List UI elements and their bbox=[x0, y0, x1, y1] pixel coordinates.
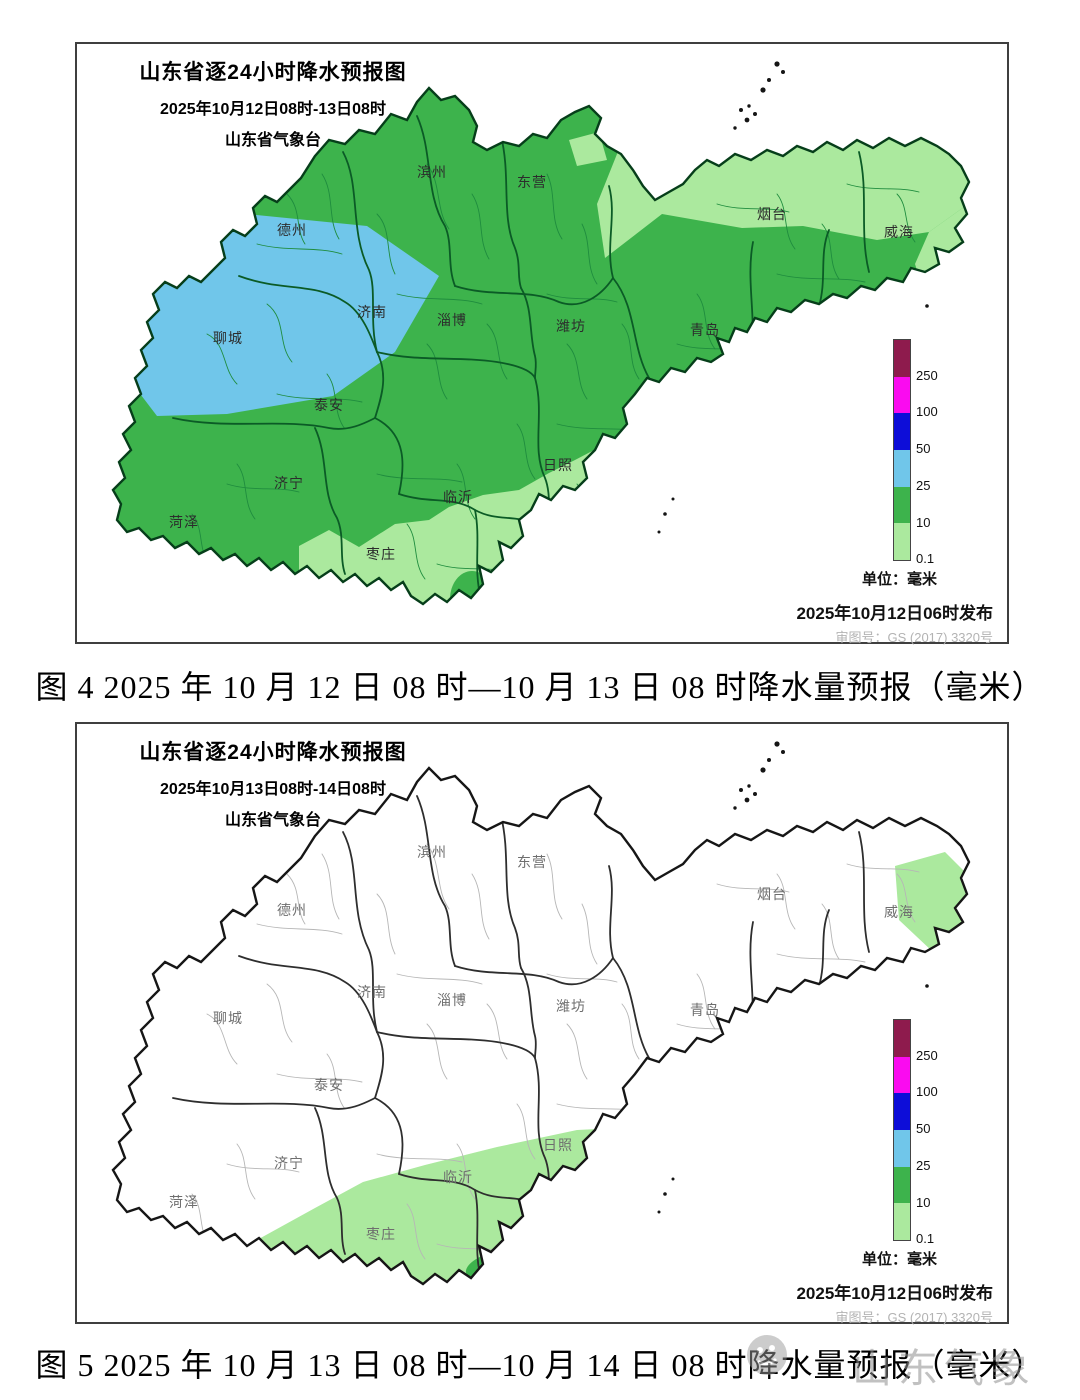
legend-seg-50-100 bbox=[894, 1093, 910, 1131]
legend-value: 10 bbox=[916, 515, 931, 530]
map-title: 山东省逐24小时降水预报图 bbox=[139, 741, 407, 764]
city-label-zibo: 淄博 bbox=[437, 992, 467, 1008]
legend-seg-50-100 bbox=[894, 413, 910, 451]
city-label-jinan: 济南 bbox=[357, 304, 387, 320]
legend-value: 250 bbox=[916, 1048, 938, 1063]
legend-value: 50 bbox=[916, 1121, 931, 1136]
legend-value: 10 bbox=[916, 1195, 931, 1210]
city-label-liaocheng: 聊城 bbox=[213, 1010, 243, 1026]
city-label-qingdao: 青岛 bbox=[690, 1002, 720, 1018]
legend-seg-10-25 bbox=[894, 1166, 910, 1204]
legend-value: 0.1 bbox=[916, 551, 935, 566]
city-label-dezhou: 德州 bbox=[277, 222, 307, 238]
city-label-heze: 菏泽 bbox=[169, 1194, 199, 1210]
legend-unit: 单位：毫米 bbox=[862, 1251, 938, 1268]
city-label-yantai: 烟台 bbox=[757, 206, 787, 222]
city-label-jining: 济宁 bbox=[274, 475, 304, 491]
city-label-rizhao: 日照 bbox=[543, 457, 573, 473]
city-label-zaozhuang: 枣庄 bbox=[366, 546, 396, 562]
issue-info: 2025年10月12日06时发布 审图号：GS (2017) 3320号 bbox=[796, 1279, 993, 1326]
city-label-linyi: 临沂 bbox=[443, 489, 473, 505]
legend-value: 100 bbox=[916, 404, 938, 419]
city-label-taian: 泰安 bbox=[314, 397, 344, 413]
legend-value: 50 bbox=[916, 441, 931, 456]
legend-unit: 单位：毫米 bbox=[862, 571, 938, 588]
legend-value: 25 bbox=[916, 478, 931, 493]
city-label-weihai: 威海 bbox=[884, 904, 914, 920]
legend-color-bar bbox=[893, 339, 911, 561]
legend-seg-25-50 bbox=[894, 1130, 910, 1167]
city-label-dongying: 东营 bbox=[517, 854, 547, 870]
legend-seg-100-250 bbox=[894, 376, 910, 414]
city-label-linyi: 临沂 bbox=[443, 1169, 473, 1185]
city-label-weihai: 威海 bbox=[884, 224, 914, 240]
map-license-number: 审图号：GS (2017) 3320号 bbox=[835, 1310, 993, 1325]
map-title-block: 山东省逐24小时降水预报图 2025年10月12日08时-13日08时 山东省气… bbox=[105, 56, 441, 150]
legend-value: 100 bbox=[916, 1084, 938, 1099]
city-label-taian: 泰安 bbox=[314, 1077, 344, 1093]
city-label-jinan: 济南 bbox=[357, 984, 387, 1000]
legend-seg-0.1-10 bbox=[894, 1203, 910, 1241]
legend-color-bar bbox=[893, 1019, 911, 1241]
city-label-zaozhuang: 枣庄 bbox=[366, 1226, 396, 1242]
city-label-jining: 济宁 bbox=[274, 1155, 304, 1171]
precip-legend: 250 100 50 25 10 0.1 单位：毫米 bbox=[862, 1019, 938, 1268]
city-label-binzhou: 滨州 bbox=[417, 844, 447, 860]
city-label-liaocheng: 聊城 bbox=[213, 330, 243, 346]
issue-time: 2025年10月12日06时发布 bbox=[796, 1284, 993, 1303]
legend-seg-250plus bbox=[894, 340, 910, 377]
legend-seg-250plus bbox=[894, 1020, 910, 1057]
legend-seg-100-250 bbox=[894, 1056, 910, 1094]
city-label-heze: 菏泽 bbox=[169, 514, 199, 530]
figure-caption-5: 图 5 2025 年 10 月 13 日 08 时—10 月 14 日 08 时… bbox=[35, 1347, 1045, 1383]
city-label-dezhou: 德州 bbox=[277, 902, 307, 918]
city-label-weifang: 潍坊 bbox=[556, 318, 586, 334]
figure-caption-4: 图 4 2025 年 10 月 12 日 08 时—10 月 13 日 08 时… bbox=[35, 669, 1045, 705]
city-label-dongying: 东营 bbox=[517, 174, 547, 190]
city-label-binzhou: 滨州 bbox=[417, 164, 447, 180]
legend-value: 25 bbox=[916, 1158, 931, 1173]
map-title-block: 山东省逐24小时降水预报图 2025年10月13日08时-14日08时 山东省气… bbox=[105, 736, 441, 830]
map-period: 2025年10月13日08时-14日08时 bbox=[160, 781, 386, 798]
shandong-precip-map-oct12 bbox=[111, 61, 971, 606]
city-label-zibo: 淄博 bbox=[437, 312, 467, 328]
map-agency: 山东省气象台 bbox=[224, 812, 321, 829]
city-label-qingdao: 青岛 bbox=[690, 322, 720, 338]
city-label-yantai: 烟台 bbox=[757, 886, 787, 902]
forecast-panel-oct12: 山东省逐24小时降水预报图 2025年10月12日08时-13日08时 山东省气… bbox=[75, 42, 1009, 646]
legend-value: 250 bbox=[916, 368, 938, 383]
map-period: 2025年10月12日08时-13日08时 bbox=[160, 101, 386, 118]
issue-info: 2025年10月12日06时发布 审图号：GS (2017) 3320号 bbox=[796, 599, 993, 646]
legend-seg-25-50 bbox=[894, 450, 910, 487]
legend-seg-0.1-10 bbox=[894, 523, 910, 561]
map-license-number: 审图号：GS (2017) 3320号 bbox=[835, 630, 993, 645]
precip-legend: 250 100 50 25 10 0.1 单位：毫米 bbox=[862, 339, 938, 588]
map-title: 山东省逐24小时降水预报图 bbox=[139, 61, 407, 84]
city-label-rizhao: 日照 bbox=[543, 1137, 573, 1153]
issue-time: 2025年10月12日06时发布 bbox=[796, 604, 993, 623]
legend-value: 0.1 bbox=[916, 1231, 935, 1246]
watermark-text: 山东气象 bbox=[852, 1347, 1036, 1391]
city-label-weifang: 潍坊 bbox=[556, 998, 586, 1014]
map-agency: 山东省气象台 bbox=[224, 132, 321, 149]
legend-seg-10-25 bbox=[894, 486, 910, 524]
forecast-panel-oct13: 山东省逐24小时降水预报图 2025年10月13日08时-14日08时 山东省气… bbox=[75, 722, 1009, 1326]
watermark-cloud-logo bbox=[747, 1335, 787, 1375]
shandong-precip-map-oct13 bbox=[111, 741, 971, 1286]
